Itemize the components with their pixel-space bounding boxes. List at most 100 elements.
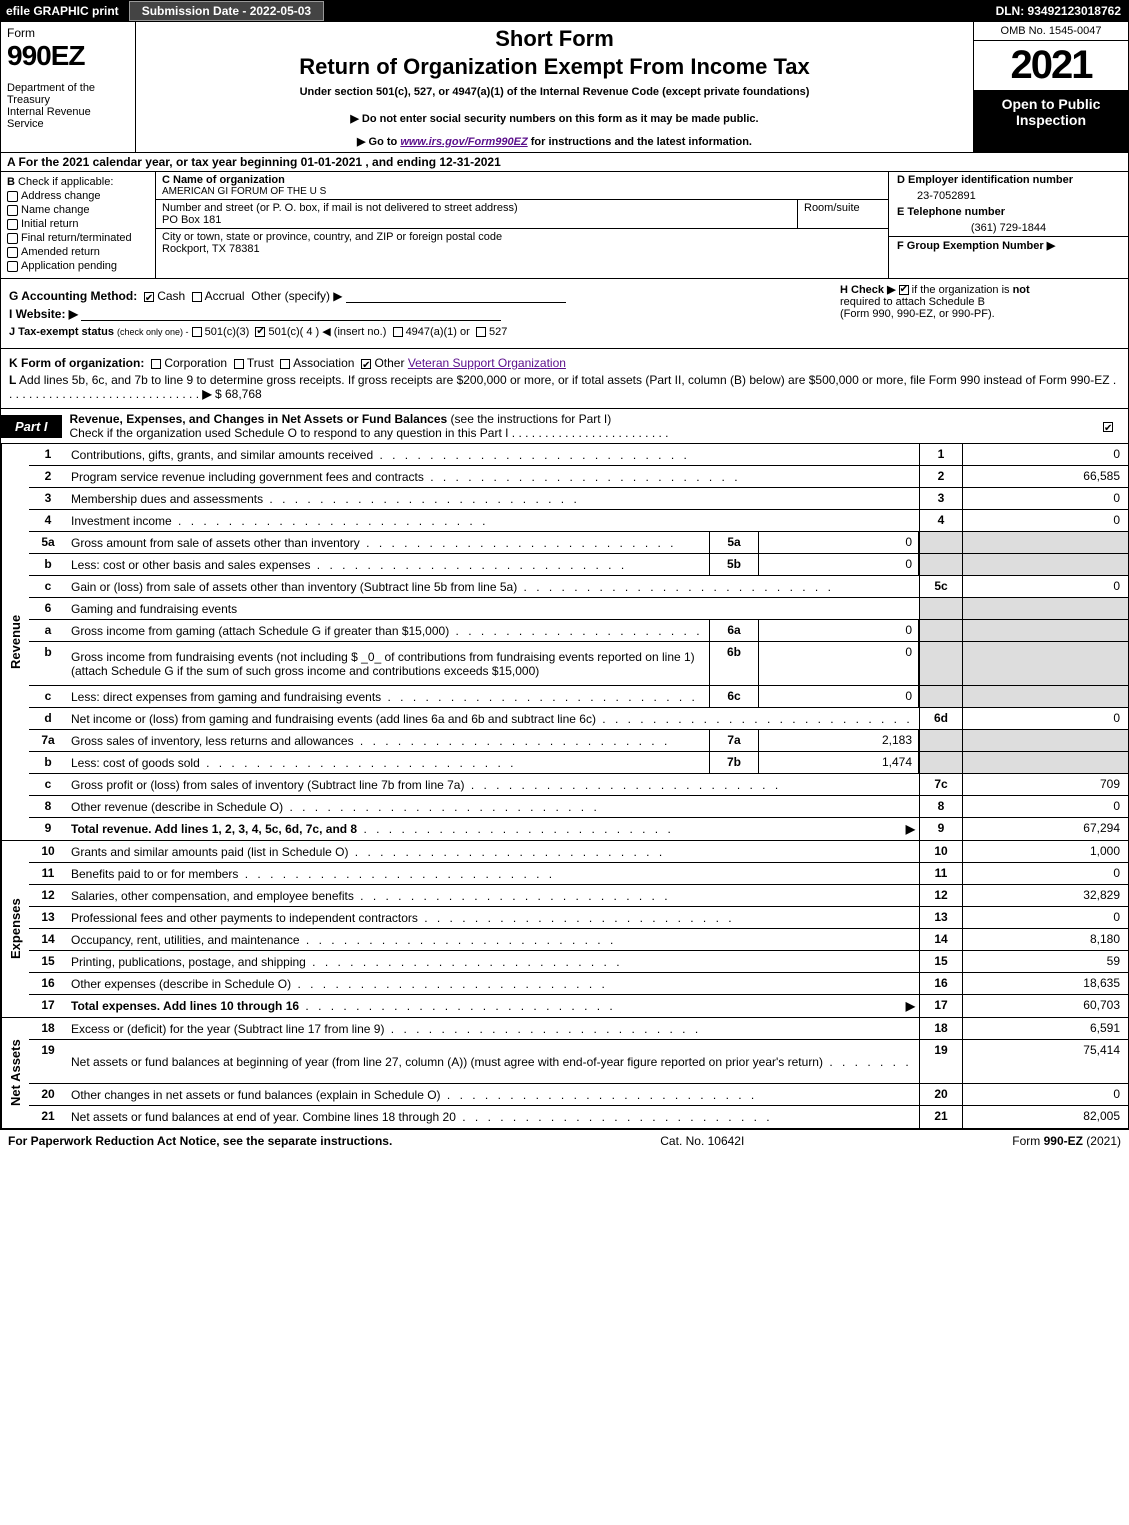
line-number: 13 bbox=[29, 907, 67, 928]
line-desc: Grants and similar amounts paid (list in… bbox=[67, 841, 919, 862]
k-corp-chk[interactable] bbox=[151, 359, 161, 369]
chk-application-pending[interactable]: Application pending bbox=[7, 260, 149, 272]
top-bar: efile GRAPHIC print Submission Date - 20… bbox=[0, 0, 1129, 22]
sub-line-value: 1,474 bbox=[759, 752, 919, 773]
net-assets-table: Net Assets 18Excess or (deficit) for the… bbox=[0, 1018, 1129, 1129]
j-527-chk[interactable] bbox=[476, 327, 486, 337]
j-label: J Tax-exempt status bbox=[9, 326, 114, 338]
k-corp: Corporation bbox=[164, 356, 227, 370]
irs-link[interactable]: www.irs.gov/Form990EZ bbox=[400, 136, 527, 148]
footer-r-post: (2021) bbox=[1083, 1134, 1121, 1148]
sub-line-number: 5b bbox=[709, 554, 759, 575]
chk-amended-return[interactable]: Amended return bbox=[7, 246, 149, 258]
line-desc: Professional fees and other payments to … bbox=[67, 907, 919, 928]
omb-number: OMB No. 1545-0047 bbox=[974, 22, 1128, 41]
h-checkbox[interactable] bbox=[899, 285, 909, 295]
line-desc: Total revenue. Add lines 1, 2, 3, 4, 5c,… bbox=[67, 818, 919, 840]
line-ref: 16 bbox=[919, 973, 963, 994]
line-ref: 5c bbox=[919, 576, 963, 597]
line-ref bbox=[919, 752, 963, 773]
line-desc: Printing, publications, postage, and shi… bbox=[67, 951, 919, 972]
chk-final-return[interactable]: Final return/terminated bbox=[7, 232, 149, 244]
line-amount: 1,000 bbox=[963, 841, 1128, 862]
expenses-side-label: Expenses bbox=[1, 841, 29, 1017]
k-assoc-chk[interactable] bbox=[280, 359, 290, 369]
line-ref: 7c bbox=[919, 774, 963, 795]
line-desc: Contributions, gifts, grants, and simila… bbox=[67, 444, 919, 465]
k-other-chk[interactable] bbox=[361, 359, 371, 369]
h-box: H Check ▶ if the organization is not req… bbox=[840, 283, 1120, 320]
table-row: bGross income from fundraising events (n… bbox=[29, 642, 1128, 686]
short-form-title: Short Form bbox=[144, 26, 965, 52]
line-ref: 2 bbox=[919, 466, 963, 487]
l-text: Add lines 5b, 6c, and 7b to line 9 to de… bbox=[19, 373, 1110, 387]
table-row: 11Benefits paid to or for members . . . … bbox=[29, 863, 1128, 885]
g-other-blank[interactable] bbox=[346, 289, 566, 303]
section-c: C Name of organization AMERICAN GI FORUM… bbox=[156, 172, 888, 278]
section-def: D Employer identification number 23-7052… bbox=[888, 172, 1128, 278]
c-addr-label: Number and street (or P. O. box, if mail… bbox=[162, 202, 518, 214]
chk-initial-return[interactable]: Initial return bbox=[7, 218, 149, 230]
table-row: cLess: direct expenses from gaming and f… bbox=[29, 686, 1128, 708]
table-row: 8Other revenue (describe in Schedule O) … bbox=[29, 796, 1128, 818]
part1-inst: (see the instructions for Part I) bbox=[451, 412, 612, 426]
g-accrual-chk[interactable] bbox=[192, 292, 202, 302]
d-ein-label: D Employer identification number bbox=[897, 174, 1073, 186]
j-4947-chk[interactable] bbox=[393, 327, 403, 337]
line-amount: 0 bbox=[963, 863, 1128, 884]
h-not: not bbox=[1013, 284, 1030, 296]
i-website-blank[interactable] bbox=[81, 307, 501, 321]
footer-r-pre: Form bbox=[1012, 1134, 1043, 1148]
part1-schedule-o-chk[interactable] bbox=[1103, 422, 1113, 432]
line-a: A For the 2021 calendar year, or tax yea… bbox=[0, 153, 1129, 172]
line-number: 18 bbox=[29, 1018, 67, 1039]
under-section: Under section 501(c), 527, or 4947(a)(1)… bbox=[144, 86, 965, 98]
table-row: 10Grants and similar amounts paid (list … bbox=[29, 841, 1128, 863]
chk-address-change[interactable]: Address change bbox=[7, 190, 149, 202]
line-amount bbox=[963, 532, 1128, 553]
footer-cat: Cat. No. 10642I bbox=[392, 1134, 1012, 1148]
sub-line-number: 6c bbox=[709, 686, 759, 707]
h-txt1: if the organization is bbox=[912, 284, 1013, 296]
g-cash-chk[interactable] bbox=[144, 292, 154, 302]
c-name-label: C Name of organization bbox=[162, 174, 882, 186]
tax-year: 2021 bbox=[974, 41, 1128, 90]
line-desc: Gross amount from sale of assets other t… bbox=[67, 532, 709, 553]
line-amount: 0 bbox=[963, 488, 1128, 509]
line-amount bbox=[963, 620, 1128, 641]
line-ref bbox=[919, 598, 963, 619]
c-addr-value: PO Box 181 bbox=[162, 214, 791, 226]
chk-name-change[interactable]: Name change bbox=[7, 204, 149, 216]
k-trust-chk[interactable] bbox=[234, 359, 244, 369]
line-ref: 8 bbox=[919, 796, 963, 817]
k-other: Other bbox=[374, 356, 404, 370]
expenses-body: 10Grants and similar amounts paid (list … bbox=[29, 841, 1128, 1017]
part1-sub: Check if the organization used Schedule … bbox=[70, 426, 509, 440]
line-desc: Other revenue (describe in Schedule O) .… bbox=[67, 796, 919, 817]
g-accrual: Accrual bbox=[205, 289, 245, 303]
dept-treasury: Department of the Treasury Internal Reve… bbox=[7, 82, 129, 130]
line-ref bbox=[919, 554, 963, 575]
line-number: b bbox=[29, 642, 67, 685]
line-number: a bbox=[29, 620, 67, 641]
line-desc: Excess or (deficit) for the year (Subtra… bbox=[67, 1018, 919, 1039]
line-amount: 0 bbox=[963, 510, 1128, 531]
line-desc: Occupancy, rent, utilities, and maintena… bbox=[67, 929, 919, 950]
line-number: 3 bbox=[29, 488, 67, 509]
line-number: 16 bbox=[29, 973, 67, 994]
line-desc: Other changes in net assets or fund bala… bbox=[67, 1084, 919, 1105]
sub-line-value: 0 bbox=[759, 554, 919, 575]
sub-line-number: 6b bbox=[709, 642, 759, 685]
e-tel-label: E Telephone number bbox=[897, 206, 1005, 218]
g-cash: Cash bbox=[157, 289, 185, 303]
revenue-table: Revenue 1Contributions, gifts, grants, a… bbox=[0, 444, 1129, 841]
line-number: 11 bbox=[29, 863, 67, 884]
j-501c4-chk[interactable] bbox=[255, 327, 265, 337]
j-501c3-chk[interactable] bbox=[192, 327, 202, 337]
table-row: 12Salaries, other compensation, and empl… bbox=[29, 885, 1128, 907]
sub-line-number: 7a bbox=[709, 730, 759, 751]
line-ref: 13 bbox=[919, 907, 963, 928]
i-label: I Website: ▶ bbox=[9, 307, 78, 321]
line-amount: 82,005 bbox=[963, 1106, 1128, 1128]
h-txt2: required to attach Schedule B bbox=[840, 296, 1120, 308]
